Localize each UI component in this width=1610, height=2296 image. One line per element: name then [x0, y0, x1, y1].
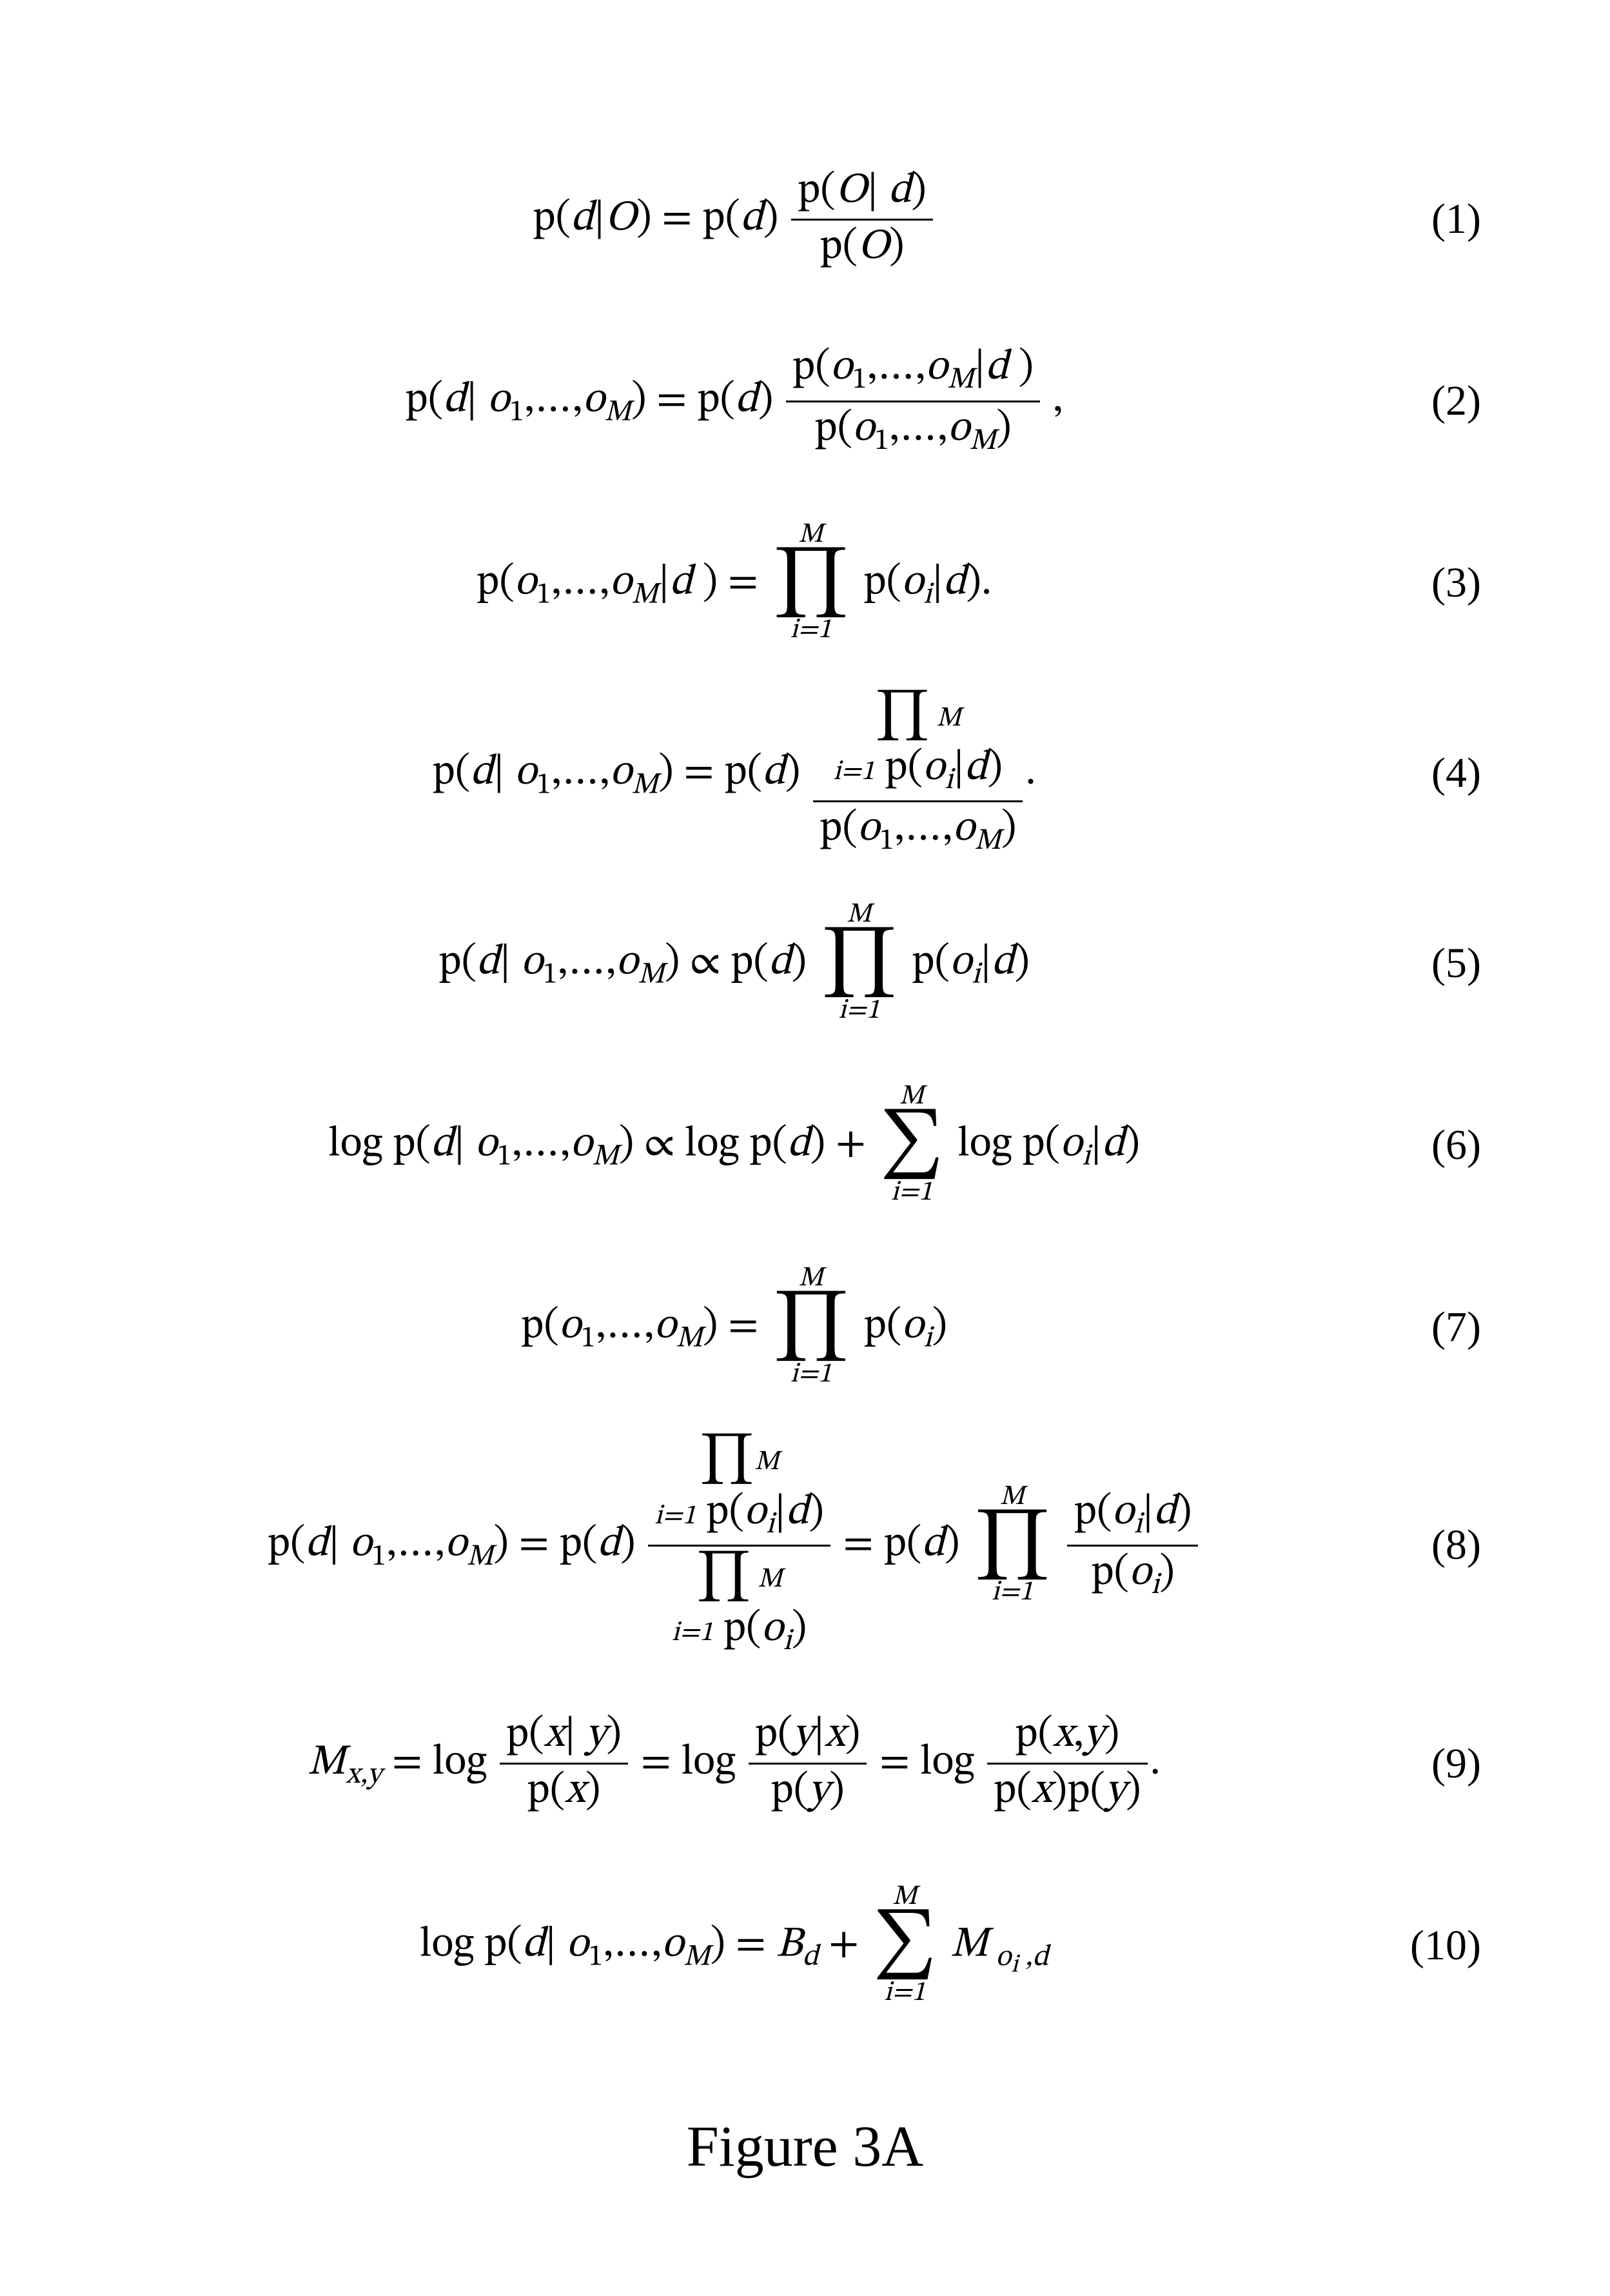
product-icon: ∏: [699, 1432, 754, 1488]
equation-number: (5): [1352, 939, 1494, 988]
fraction: p(oi|d) p(oi): [1067, 1489, 1198, 1603]
equation-number: (2): [1352, 377, 1494, 426]
equation-number: (10): [1352, 1921, 1494, 1970]
equation-row: p(d| o1,…,oM) = p(d) p(o1,…,oM|d ) p(o1,…: [116, 311, 1494, 491]
equation-row: log p(d| o1,…,oM) = Bd + M ∑ i=1 M oi ,d…: [116, 1856, 1494, 2036]
equation-body: p(d| o1,…,oM) = p(d) p(o1,…,oM|d ) p(o1,…: [116, 344, 1352, 459]
equation-body: p(o1,…,oM|d ) = M ∏ i=1 p(oi|d).: [116, 522, 1352, 645]
equation-body: log p(d| o1,…,oM) = Bd + M ∑ i=1 M oi ,d: [116, 1884, 1352, 2007]
fraction: p(y|x) p(y): [749, 1711, 867, 1816]
equation-number: (8): [1352, 1521, 1494, 1570]
fraction: p(x,y) p(x)p(y): [987, 1711, 1148, 1816]
equation-number: (1): [1352, 195, 1494, 244]
equation-number: (7): [1352, 1303, 1494, 1352]
propto-icon: ∝: [644, 1123, 675, 1166]
equation-row: p(o1,…,oM) = M ∏ i=1 p(oi) (7): [116, 1237, 1494, 1418]
product-icon: M ∏ i=1: [974, 1484, 1051, 1607]
sum-icon: M ∑ i=1: [880, 1084, 944, 1207]
equation-row: p(d|O) = p(d) p(O| d) p(O) (1): [116, 129, 1494, 310]
dots-icon: …: [535, 379, 573, 422]
product-icon: M ∏ i=1: [772, 1265, 850, 1389]
propto-icon: ∝: [690, 941, 721, 984]
product-icon: M ∏ i=1: [772, 522, 850, 645]
equation-list: p(d|O) = p(d) p(O| d) p(O) (1) p(d| o1,……: [116, 129, 1494, 2036]
equation-row: p(d| o1,…,oM) ∝ p(d) M ∏ i=1 p(oi|d) (5): [116, 873, 1494, 1054]
equation-row: log p(d| o1,…,oM) ∝ log p(d) + M ∑ i=1 l…: [116, 1055, 1494, 1236]
fraction: ∏ Mi=1 p(oi|d) p(o1,…,oM): [813, 688, 1023, 859]
equation-body: Mx,y = log p(x| y) p(x) = log p(y|x) p(y…: [116, 1711, 1352, 1816]
equation-body: p(d| o1,…,oM) = p(d) ∏ Mi=1 p(oi|d) p(o1…: [116, 688, 1352, 859]
equation-number: (4): [1352, 749, 1494, 798]
equation-row: Mx,y = log p(x| y) p(x) = log p(y|x) p(y…: [116, 1674, 1494, 1854]
figure-caption: Figure 3A: [687, 2113, 923, 2180]
hairspace: [477, 379, 487, 422]
equation-number: (6): [1352, 1121, 1494, 1170]
equation-row: p(d| o1,…,oM) = p(d) ∏ Mi=1 p(oi|d) p(o1…: [116, 675, 1494, 872]
equation-body: log p(d| o1,…,oM) ∝ log p(d) + M ∑ i=1 l…: [116, 1084, 1352, 1207]
hairspace: [878, 170, 888, 212]
fraction: p(O| d) p(O): [791, 167, 933, 272]
equation-row: p(o1,…,oM|d ) = M ∏ i=1 p(oi|d). (3): [116, 493, 1494, 673]
sum-icon: M ∑ i=1: [873, 1884, 937, 2007]
page: p(d|O) = p(d) p(O| d) p(O) (1) p(d| o1,……: [0, 0, 1610, 2296]
equation-body: p(d| o1,…,oM) = p(d) ∏Mi=1 p(oi|d) ∏ Mi=…: [116, 1432, 1352, 1659]
fraction: p(o1,…,oM|d ) p(o1,…,oM): [786, 344, 1040, 459]
equation-body: p(o1,…,oM) = M ∏ i=1 p(oi): [116, 1265, 1352, 1389]
fraction: ∏Mi=1 p(oi|d) ∏ Mi=1 p(oi): [648, 1432, 830, 1659]
equation-number: (3): [1352, 559, 1494, 608]
product-icon: ∏: [696, 1549, 751, 1605]
product-icon: M ∏ i=1: [821, 902, 898, 1025]
equation-number: (9): [1352, 1739, 1494, 1788]
product-icon: ∏: [874, 688, 930, 744]
equation-row: p(d| o1,…,oM) = p(d) ∏Mi=1 p(oi|d) ∏ Mi=…: [116, 1419, 1494, 1672]
equation-body: p(d|O) = p(d) p(O| d) p(O): [116, 167, 1352, 272]
equation-body: p(d| o1,…,oM) ∝ p(d) M ∏ i=1 p(oi|d): [116, 902, 1352, 1025]
fraction: p(x| y) p(x): [500, 1711, 628, 1816]
